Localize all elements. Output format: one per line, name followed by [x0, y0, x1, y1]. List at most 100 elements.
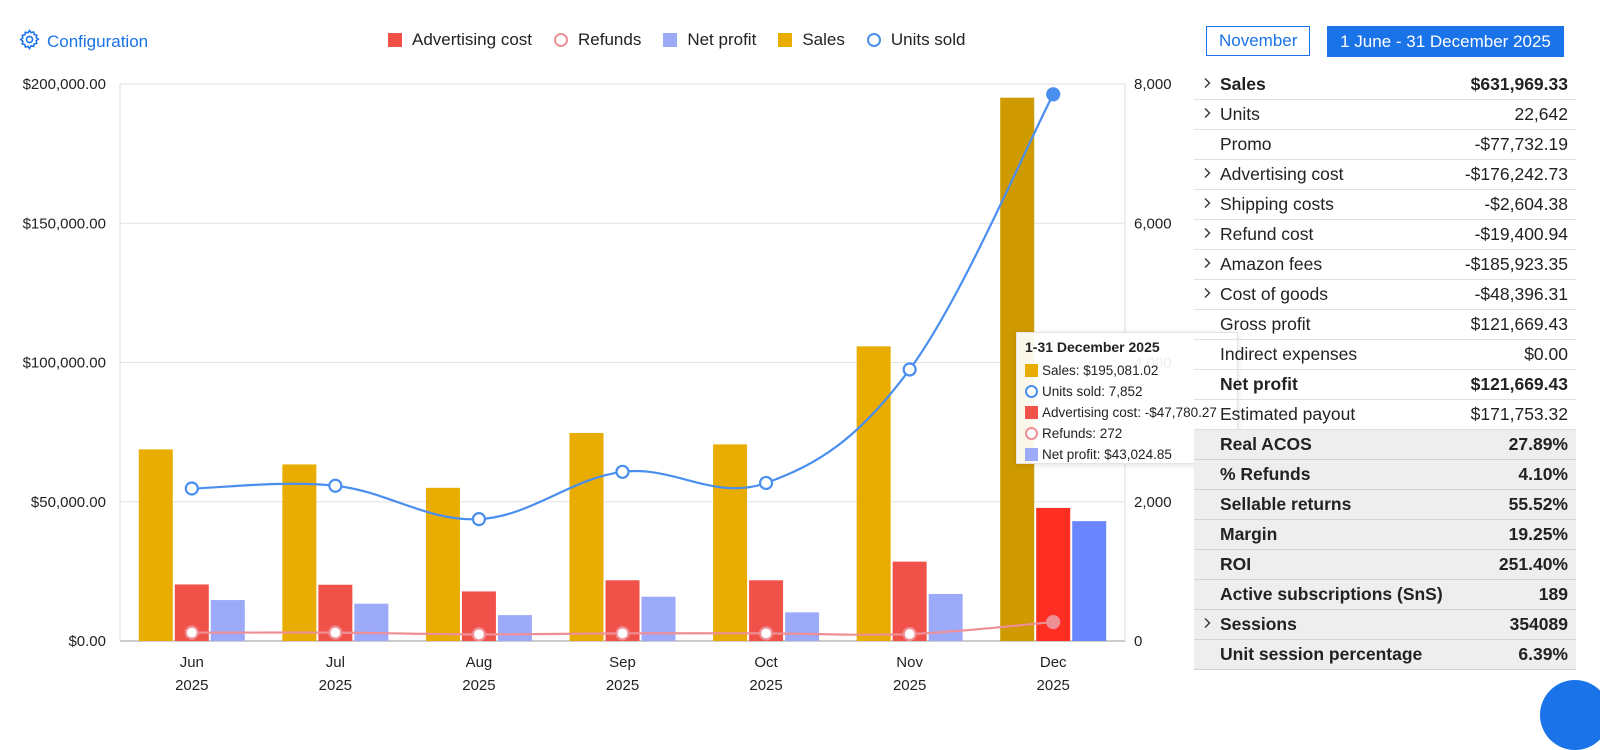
x-tick-year: 2025 [462, 677, 495, 694]
summary-label: Estimated payout [1220, 404, 1356, 424]
configuration-label: Configuration [47, 32, 149, 51]
summary-value: 19.25% [1508, 524, 1568, 544]
y-left-tick-label: $0.00 [68, 633, 106, 650]
point-refunds [471, 627, 487, 642]
tooltip-marker [1025, 385, 1038, 398]
legend-item-units-sold[interactable]: Units sold [866, 30, 965, 50]
y-left-tick-label: $100,000.00 [23, 355, 106, 372]
summary-row-sales[interactable]: Sales $631,969.33 [1194, 70, 1576, 100]
y-right-tick-label: 2,000 [1134, 494, 1172, 511]
summary-value: -$48,396.31 [1474, 284, 1568, 304]
x-tick-month: Sep [609, 654, 636, 671]
x-tick-year: 2025 [749, 677, 782, 694]
point-units-sold [328, 478, 343, 493]
legend-item-advertising-cost[interactable]: Advertising cost [388, 30, 532, 50]
summary-row-refund-cost[interactable]: Refund cost -$19,400.94 [1194, 220, 1576, 250]
bar-net-profit [785, 612, 820, 641]
tooltip-row: Refunds: 272 [1025, 423, 1229, 444]
bar-net-profit [210, 600, 245, 641]
chat-button[interactable] [1540, 680, 1600, 750]
chevron-right-icon[interactable] [1194, 226, 1220, 244]
bar-net-profit [928, 593, 963, 641]
summary-row-sessions[interactable]: Sessions 354089 [1194, 610, 1576, 640]
point-units-sold [184, 481, 199, 496]
summary-label: Indirect expenses [1220, 344, 1358, 364]
chevron-right-icon[interactable] [1194, 76, 1220, 94]
legend-label: Sales [802, 30, 845, 49]
x-tick-month: Jul [326, 654, 345, 671]
chevron-right-icon[interactable] [1194, 166, 1220, 184]
configuration-link[interactable]: Configuration [18, 28, 148, 56]
summary-row-amazon-fees[interactable]: Amazon fees -$185,923.35 [1194, 250, 1576, 280]
summary-value: $121,669.43 [1470, 314, 1568, 334]
tooltip-marker [1025, 406, 1038, 419]
chevron-right-icon[interactable] [1194, 196, 1220, 214]
tooltip-title: 1-31 December 2025 [1025, 339, 1160, 355]
legend-label: Advertising cost [412, 30, 532, 49]
summary-row-advertising-cost[interactable]: Advertising cost -$176,242.73 [1194, 160, 1576, 190]
summary-value: -$19,400.94 [1474, 224, 1568, 244]
point-units-sold [758, 475, 774, 491]
x-tick-year: 2025 [319, 677, 352, 694]
y-left-tick-label: $50,000.00 [31, 494, 106, 511]
gear-icon [18, 28, 47, 56]
summary-value: $631,969.33 [1470, 74, 1568, 94]
summary-value: $171,753.32 [1470, 404, 1568, 424]
chevron-right-icon[interactable] [1194, 106, 1220, 124]
legend-item-sales[interactable]: Sales [778, 30, 845, 50]
summary-row-units[interactable]: Units 22,642 [1194, 100, 1576, 130]
x-tick-month: Nov [896, 654, 923, 671]
summary-value: 27.89% [1508, 434, 1568, 454]
summary-row-margin: Margin 19.25% [1194, 520, 1576, 550]
y-left-tick-label: $200,000.00 [23, 76, 106, 93]
x-tick-month: Oct [754, 654, 778, 671]
chevron-right-icon[interactable] [1194, 286, 1220, 304]
summary-value: -$77,732.19 [1474, 134, 1568, 154]
point-units-sold [471, 512, 487, 527]
summary-label: Shipping costs [1220, 194, 1334, 214]
toolbar: Configuration Advertising cost Refunds Net… [0, 0, 1600, 80]
tooltip-row-text: Net profit: $43,024.85 [1042, 447, 1172, 462]
legend-marker-sales [778, 33, 793, 47]
date-range-button[interactable]: 1 June - 31 December 2025 [1327, 26, 1564, 57]
y-right-tick-label: 8,000 [1134, 76, 1172, 93]
legend-item-refunds[interactable]: Refunds [554, 30, 641, 50]
summary-row-refunds: % Refunds 4.10% [1194, 460, 1576, 490]
bar-sales [138, 449, 173, 641]
point-units-sold [902, 362, 917, 377]
summary-label: ROI [1220, 554, 1252, 574]
summary-label: Sellable returns [1220, 494, 1352, 514]
bar-net-profit [1072, 521, 1107, 641]
legend-item-net-profit[interactable]: Net profit [663, 30, 756, 50]
tooltip-row-text: Sales: $195,081.02 [1042, 363, 1159, 378]
summary-row-estimated-payout: Estimated payout $171,753.32 [1194, 400, 1576, 430]
bar-sales [569, 432, 604, 641]
chevron-right-icon[interactable] [1194, 256, 1220, 274]
point-refunds [1046, 614, 1061, 630]
summary-row-shipping-costs[interactable]: Shipping costs -$2,604.38 [1194, 190, 1576, 220]
tooltip-row: Advertising cost: -$47,780.27 [1025, 402, 1229, 423]
tooltip-row-text: Refunds: 272 [1042, 426, 1123, 441]
summary-row-real-acos: Real ACOS 27.89% [1194, 430, 1576, 460]
summary-label: Amazon fees [1220, 254, 1323, 274]
chart-legend: Advertising cost Refunds Net profit Sales Un… [388, 30, 987, 50]
summary-label: Real ACOS [1220, 434, 1312, 454]
summary-row-active-subscriptions-sns: Active subscriptions (SnS) 189 [1194, 580, 1576, 610]
summary-value: 251.40% [1498, 554, 1568, 574]
summary-label: Units [1220, 104, 1260, 124]
combo-chart: $0.00 $50,000.00 $100,000.00 $150,000.00 $20… [23, 76, 1172, 694]
point-units-sold [615, 464, 630, 479]
x-tick-year: 2025 [893, 677, 926, 694]
tooltip-row: Units sold: 7,852 [1025, 381, 1229, 402]
summary-label: Margin [1220, 524, 1278, 544]
summary-value: 6.39% [1518, 644, 1568, 664]
bar-sales [713, 444, 748, 641]
month-button[interactable]: November [1206, 26, 1311, 56]
line-units-sold [191, 93, 1055, 521]
point-refunds [184, 625, 199, 640]
summary-row-cost-of-goods[interactable]: Cost of goods -$48,396.31 [1194, 280, 1576, 310]
tooltip-marker [1025, 427, 1038, 440]
legend-label: Net profit [687, 30, 757, 49]
chevron-right-icon[interactable] [1194, 616, 1220, 634]
summary-row-gross-profit: Gross profit $121,669.43 [1194, 310, 1576, 340]
